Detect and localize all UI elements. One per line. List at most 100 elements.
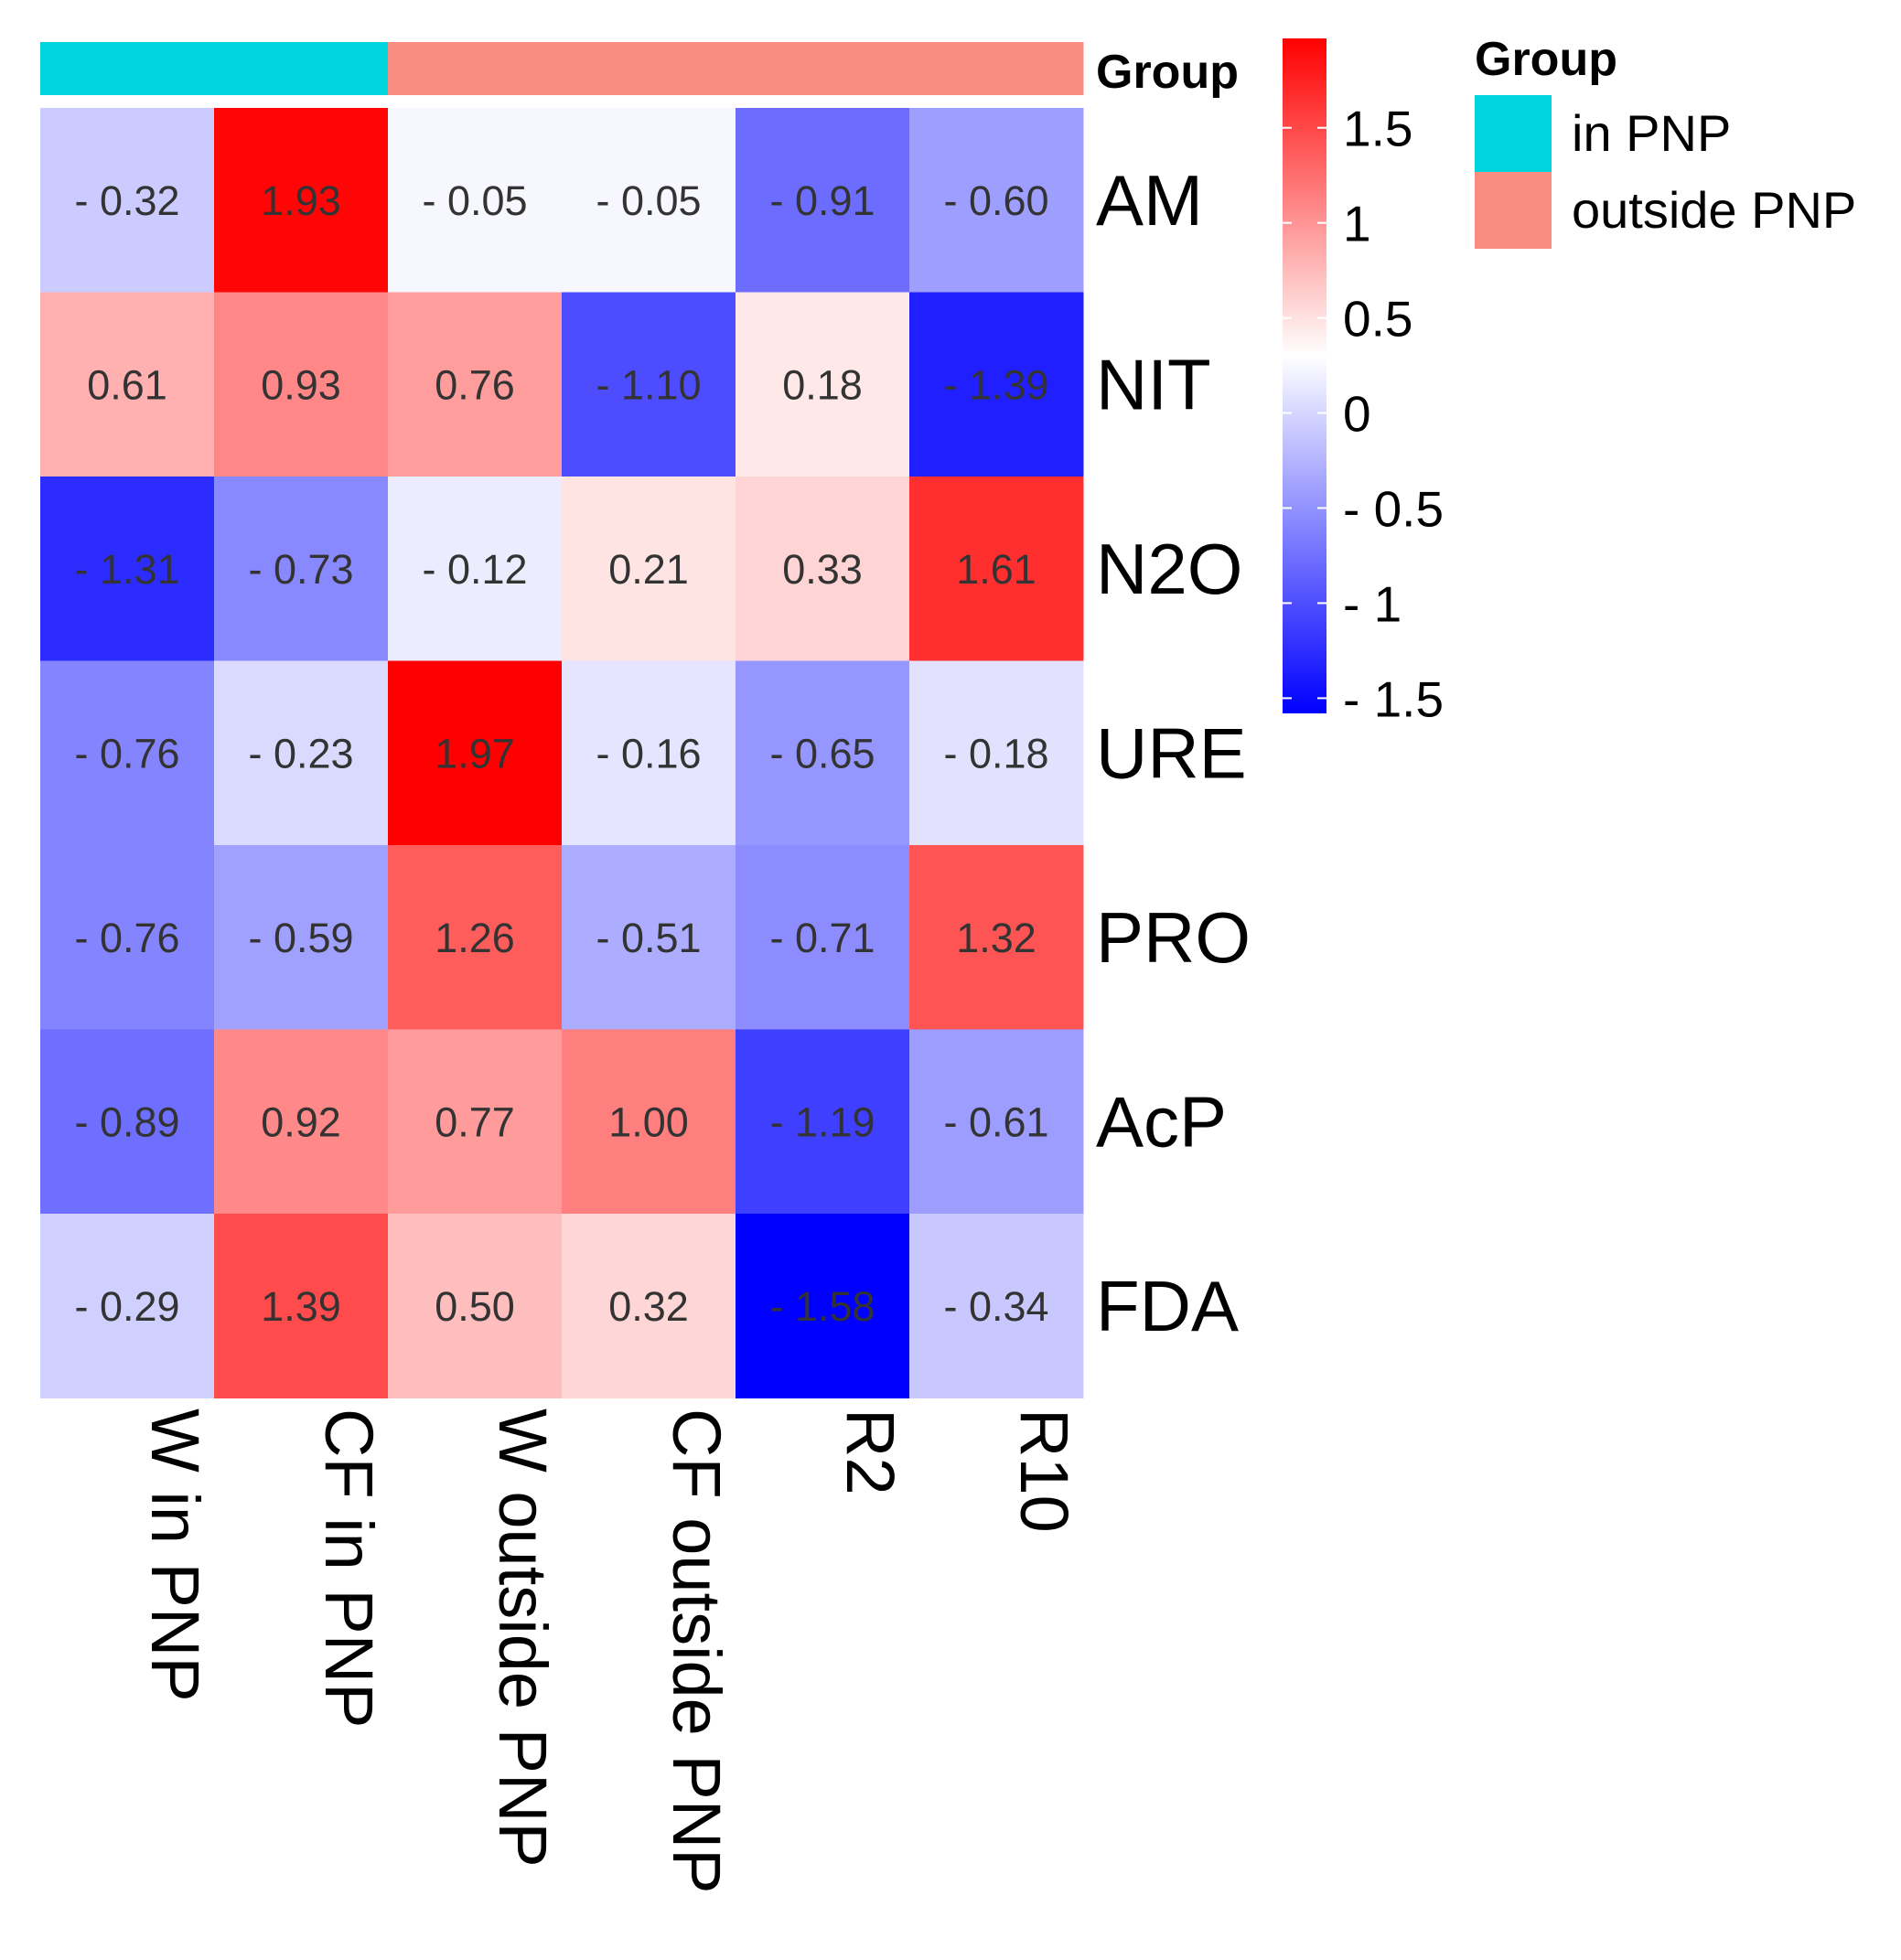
colorbar-tick-label: - 1.5	[1343, 670, 1444, 727]
group-annotation-bar	[40, 42, 1084, 95]
cell-value-label: - 0.18	[943, 730, 1048, 777]
row-label-n2o: N2O	[1096, 529, 1242, 609]
heatmap-cell	[909, 477, 1084, 661]
column-labels: W in PNP CF in PNP W outside PNP CF outside…	[137, 1408, 1082, 1894]
legend-swatch	[1475, 172, 1552, 249]
heatmap-cell	[40, 1029, 215, 1215]
annotation-title: Group	[1096, 46, 1239, 99]
cell-value-label: - 0.76	[74, 730, 179, 777]
cell-value-label: - 1.39	[943, 361, 1048, 408]
cell-value-label: - 0.32	[74, 177, 179, 224]
heatmap-cell	[214, 477, 389, 661]
heatmap-cell	[562, 660, 736, 846]
heatmap-cell	[214, 1214, 389, 1398]
row-labels: AM NIT N2O URE PRO AcP FDA	[1096, 160, 1251, 1346]
heatmap-cell	[562, 1029, 736, 1215]
heatmap-cell	[40, 845, 215, 1030]
cell-value-label: 0.50	[435, 1283, 515, 1330]
heatmap-cell	[214, 1029, 389, 1215]
heatmap-cell	[736, 660, 910, 846]
cell-value-label: 0.18	[782, 361, 863, 408]
legend-swatch	[1475, 95, 1552, 172]
colorbar-tick-label: 0	[1343, 386, 1371, 443]
group-annotation-3	[388, 42, 563, 95]
cell-value-label: - 0.05	[422, 177, 527, 224]
group-legend: in PNP outside PNP	[1475, 95, 1856, 249]
cell-value-label: - 1.19	[769, 1098, 875, 1145]
cell-value-label: 0.33	[782, 546, 863, 593]
colorbar-tick-label: 0.5	[1343, 291, 1412, 348]
cell-value-label: - 0.34	[943, 1283, 1048, 1330]
group-annotation-1	[40, 42, 215, 95]
cell-value-label: 0.21	[608, 546, 689, 593]
heatmap-cell	[562, 292, 736, 477]
cell-value-label: 0.76	[435, 361, 515, 408]
row-label-am: AM	[1096, 160, 1203, 241]
cell-value-label: - 0.23	[248, 730, 353, 777]
heatmap-cell	[736, 292, 910, 477]
heatmap-cell	[40, 1214, 215, 1398]
column-label: CF outside PNP	[659, 1408, 735, 1894]
legend-entry-label: outside PNP	[1572, 181, 1856, 239]
column-label: R2	[832, 1408, 908, 1495]
column-label: W in PNP	[137, 1408, 213, 1702]
colorbar-tick-label: - 1	[1343, 575, 1402, 632]
colorbar	[1283, 38, 1326, 713]
column-label: W outside PNP	[485, 1408, 561, 1868]
group-annotation-6	[909, 42, 1084, 95]
heatmap-cell	[562, 1214, 736, 1398]
cell-value-label: 1.93	[261, 177, 341, 224]
cell-value-label: 0.32	[608, 1283, 689, 1330]
heatmap-cell	[736, 1214, 910, 1398]
heatmap-cell	[40, 108, 215, 293]
row-label-ure: URE	[1096, 712, 1247, 793]
heatmap-cell	[909, 845, 1084, 1030]
heatmap-cell	[40, 660, 215, 846]
cell-value-label: - 0.71	[769, 915, 875, 961]
heatmap-cell	[388, 292, 563, 477]
colorbar-tick-label: 1	[1343, 196, 1371, 252]
heatmap-cell	[214, 660, 389, 846]
group-annotation-4	[562, 42, 736, 95]
cell-value-label: - 0.76	[74, 915, 179, 961]
heatmap-cell	[214, 845, 389, 1030]
heatmap-cell	[214, 108, 389, 293]
cell-value-label: - 0.60	[943, 177, 1048, 224]
heatmap-cell	[40, 292, 215, 477]
heatmap-cell	[909, 1214, 1084, 1398]
legend-title: Group	[1475, 33, 1617, 86]
heatmap-cell	[562, 108, 736, 293]
heatmap-cell	[736, 477, 910, 661]
legend-entry-label: in PNP	[1572, 104, 1731, 162]
heatmap-cell	[388, 1029, 563, 1215]
cell-value-label: - 1.10	[596, 361, 701, 408]
heatmap-cell	[736, 108, 910, 293]
cell-value-label: 1.26	[435, 915, 515, 961]
heatmap-cell	[562, 845, 736, 1030]
heatmap-cell	[388, 845, 563, 1030]
column-label: R10	[1006, 1408, 1082, 1533]
cell-value-label: - 0.51	[596, 915, 701, 961]
cell-value-label: - 0.29	[74, 1283, 179, 1330]
colorbar-ticks: 1.5 1 0.5 0 - 0.5 - 1 - 1.5	[1283, 101, 1444, 727]
cell-value-label: 0.77	[435, 1098, 515, 1145]
cell-value-label: 0.93	[261, 361, 341, 408]
cell-value-label: - 0.61	[943, 1098, 1048, 1145]
heatmap-cell	[909, 108, 1084, 293]
heatmap-cell	[214, 292, 389, 477]
column-label: CF in PNP	[311, 1408, 387, 1729]
heatmap-cell	[40, 477, 215, 661]
cell-value-label: - 0.91	[769, 177, 875, 224]
cell-value-label: - 0.12	[422, 546, 527, 593]
cell-value-label: 0.61	[87, 361, 167, 408]
cell-value-label: - 0.59	[248, 915, 353, 961]
heatmap-cells: - 0.32 1.93 - 0.05 - 0.05 - 0.91 - 0.60 0.61 0.…	[40, 108, 1084, 1398]
heatmap-cell	[562, 477, 736, 661]
group-annotation-2	[214, 42, 389, 95]
cell-value-label: 0.92	[261, 1098, 341, 1145]
row-label-nit: NIT	[1096, 344, 1211, 424]
heatmap-cell	[388, 1214, 563, 1398]
cell-value-label: - 0.65	[769, 730, 875, 777]
heatmap-cell	[388, 477, 563, 661]
cell-value-label: 1.00	[608, 1098, 689, 1145]
